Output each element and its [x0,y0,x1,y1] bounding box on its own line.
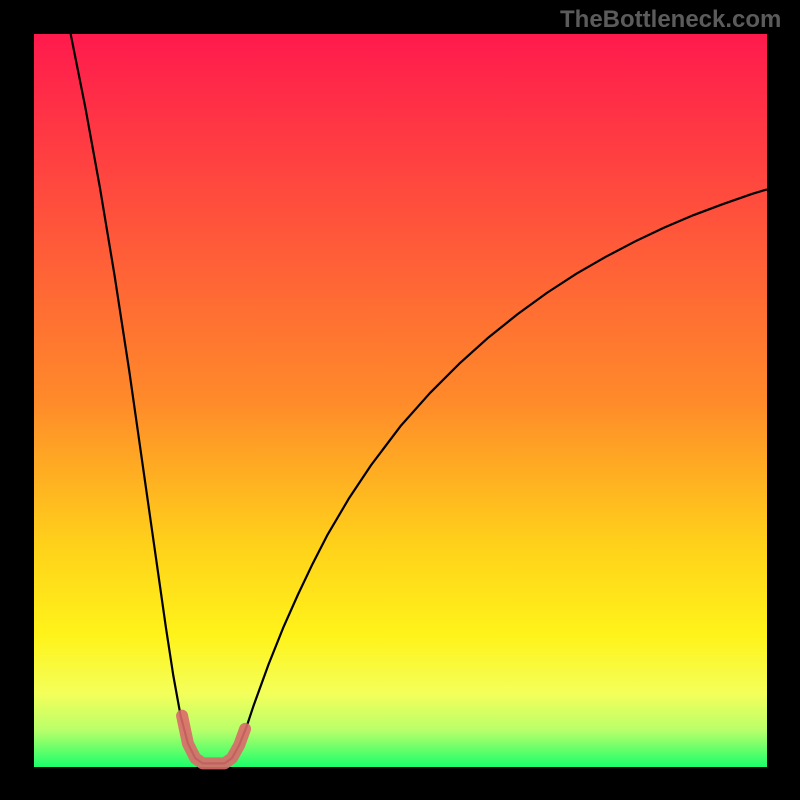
curve-layer [34,34,767,767]
plot-area [34,34,767,767]
watermark-text: TheBottleneck.com [560,6,781,34]
bottleneck-curve [71,34,767,763]
valley-highlight [182,716,245,764]
chart-frame: TheBottleneck.com [0,0,800,800]
